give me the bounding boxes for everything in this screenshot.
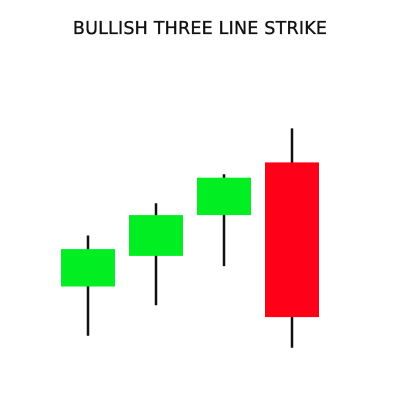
- candle-2: [129, 203, 183, 306]
- candle-4: [265, 128, 319, 348]
- candle-3: [197, 174, 251, 267]
- candle-1: [61, 235, 115, 336]
- candle-4-body: [265, 162, 319, 318]
- candle-1-body: [61, 249, 115, 287]
- candle-3-body: [197, 177, 251, 216]
- chart-title: BULLISH THREE LINE STRIKE: [72, 19, 328, 39]
- candle-2-body: [129, 215, 183, 256]
